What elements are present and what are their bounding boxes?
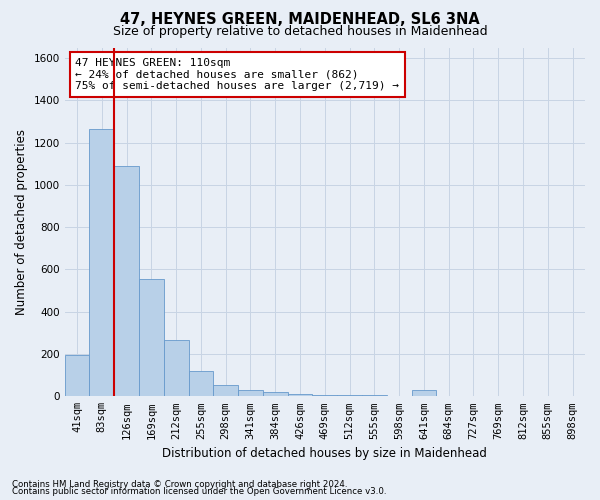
Bar xyxy=(313,395,337,396)
Text: 47 HEYNES GREEN: 110sqm
← 24% of detached houses are smaller (862)
75% of semi-d: 47 HEYNES GREEN: 110sqm ← 24% of detache… xyxy=(75,58,399,91)
Text: 47, HEYNES GREEN, MAIDENHEAD, SL6 3NA: 47, HEYNES GREEN, MAIDENHEAD, SL6 3NA xyxy=(120,12,480,28)
Bar xyxy=(188,371,214,396)
Text: Size of property relative to detached houses in Maidenhead: Size of property relative to detached ho… xyxy=(113,25,487,38)
Bar xyxy=(412,390,436,396)
Bar xyxy=(263,392,287,396)
Bar xyxy=(65,355,89,397)
Bar xyxy=(362,395,387,396)
Y-axis label: Number of detached properties: Number of detached properties xyxy=(15,129,28,315)
Bar xyxy=(164,340,188,396)
Bar xyxy=(89,129,114,396)
Text: Contains HM Land Registry data © Crown copyright and database right 2024.: Contains HM Land Registry data © Crown c… xyxy=(12,480,347,489)
Bar xyxy=(238,390,263,396)
Bar xyxy=(214,384,238,396)
X-axis label: Distribution of detached houses by size in Maidenhead: Distribution of detached houses by size … xyxy=(163,447,487,460)
Bar xyxy=(114,166,139,396)
Bar xyxy=(139,279,164,396)
Text: Contains public sector information licensed under the Open Government Licence v3: Contains public sector information licen… xyxy=(12,487,386,496)
Bar xyxy=(337,395,362,396)
Bar xyxy=(287,394,313,396)
